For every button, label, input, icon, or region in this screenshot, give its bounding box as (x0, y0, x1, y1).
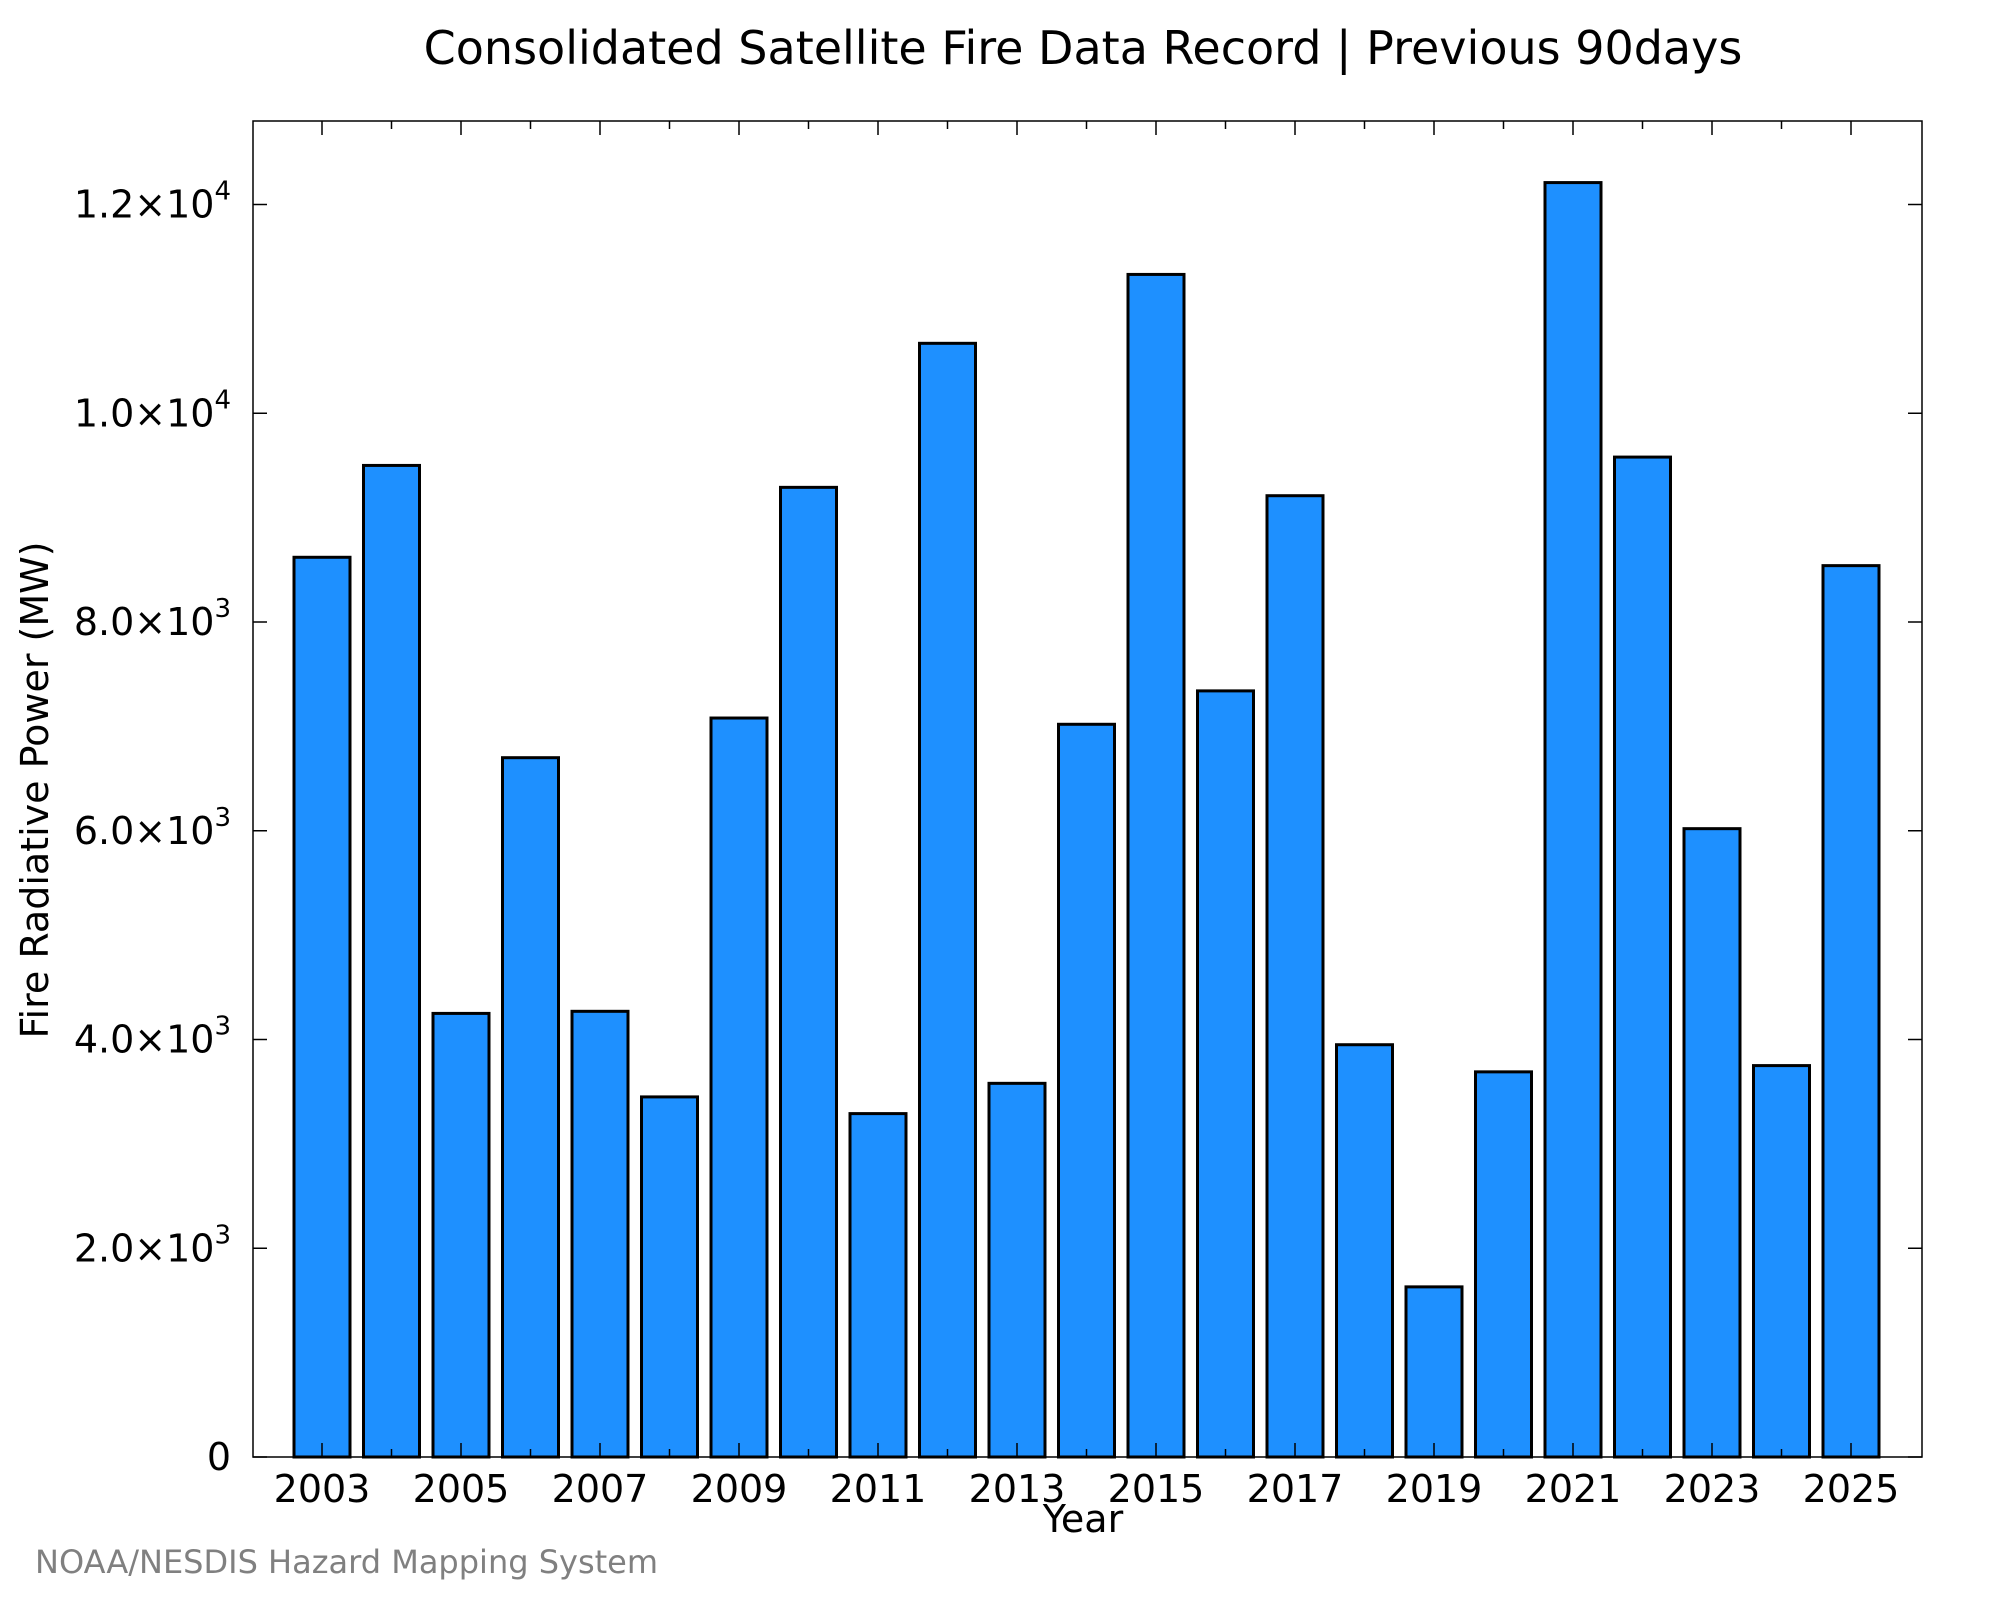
bar-2012 (918, 341, 977, 1459)
bar-2007 (570, 1009, 630, 1459)
x-tick-label: 2005 (413, 1467, 510, 1511)
bar-2024 (1752, 1064, 1811, 1459)
plot-area: 0 2.0×103 4.0×103 6.0×103 8.0×103 1.0×104 1.2×… (74, 120, 1923, 1511)
x-tick-label: 2015 (1108, 1467, 1205, 1511)
bar-2011 (848, 1112, 908, 1459)
x-tick-label: 2019 (1386, 1467, 1483, 1511)
x-tick-label: 2013 (969, 1467, 1066, 1511)
bar-2005 (431, 1011, 491, 1459)
bar-2016 (1196, 689, 1255, 1459)
bar-2023 (1682, 827, 1742, 1459)
y-tick-label: 4.0×103 (74, 1012, 231, 1062)
bar-2020 (1474, 1070, 1533, 1459)
bar-2014 (1057, 722, 1116, 1459)
y-tick-label: 8.0×103 (74, 594, 231, 644)
bar-2009 (709, 716, 769, 1459)
y-tick-label: 1.2×104 (74, 177, 231, 227)
bar-2008 (640, 1095, 699, 1459)
x-tick-label: 2007 (552, 1467, 649, 1511)
bar-2015 (1126, 272, 1186, 1459)
x-tick-label: 2011 (830, 1467, 927, 1511)
plot-frame (252, 120, 1923, 1458)
bar-2006 (501, 756, 560, 1459)
x-tick-label: 2021 (1525, 1467, 1622, 1511)
x-axis-label: Year (1042, 1497, 1124, 1541)
bar-2004 (362, 463, 421, 1459)
bar-2017 (1265, 494, 1325, 1459)
chart-title: Consolidated Satellite Fire Data Record … (424, 21, 1743, 76)
x-tick-label: 2009 (691, 1467, 788, 1511)
y-tick-label: 2.0×103 (74, 1220, 231, 1270)
x-tick-label: 2023 (1664, 1467, 1761, 1511)
bar-2013 (987, 1081, 1047, 1459)
y-axis-label: Fire Radiative Power (MW) (13, 541, 57, 1038)
y-tick-label: 0 (207, 1435, 231, 1479)
bar-2025 (1821, 564, 1881, 1459)
credit-text: NOAA/NESDIS Hazard Mapping System (35, 1543, 658, 1581)
x-tick-label: 2003 (274, 1467, 371, 1511)
y-tick-label: 1.0×104 (74, 385, 231, 435)
bar-2019 (1404, 1285, 1464, 1459)
y-tick-label: 6.0×103 (74, 803, 231, 853)
x-tick-label: 2017 (1247, 1467, 1344, 1511)
bar-2021 (1543, 181, 1603, 1459)
bar-2022 (1613, 455, 1672, 1459)
bar-2010 (779, 485, 838, 1459)
bar-2003 (292, 555, 352, 1459)
x-tick-label: 2025 (1803, 1467, 1900, 1511)
bar-2018 (1335, 1043, 1394, 1459)
